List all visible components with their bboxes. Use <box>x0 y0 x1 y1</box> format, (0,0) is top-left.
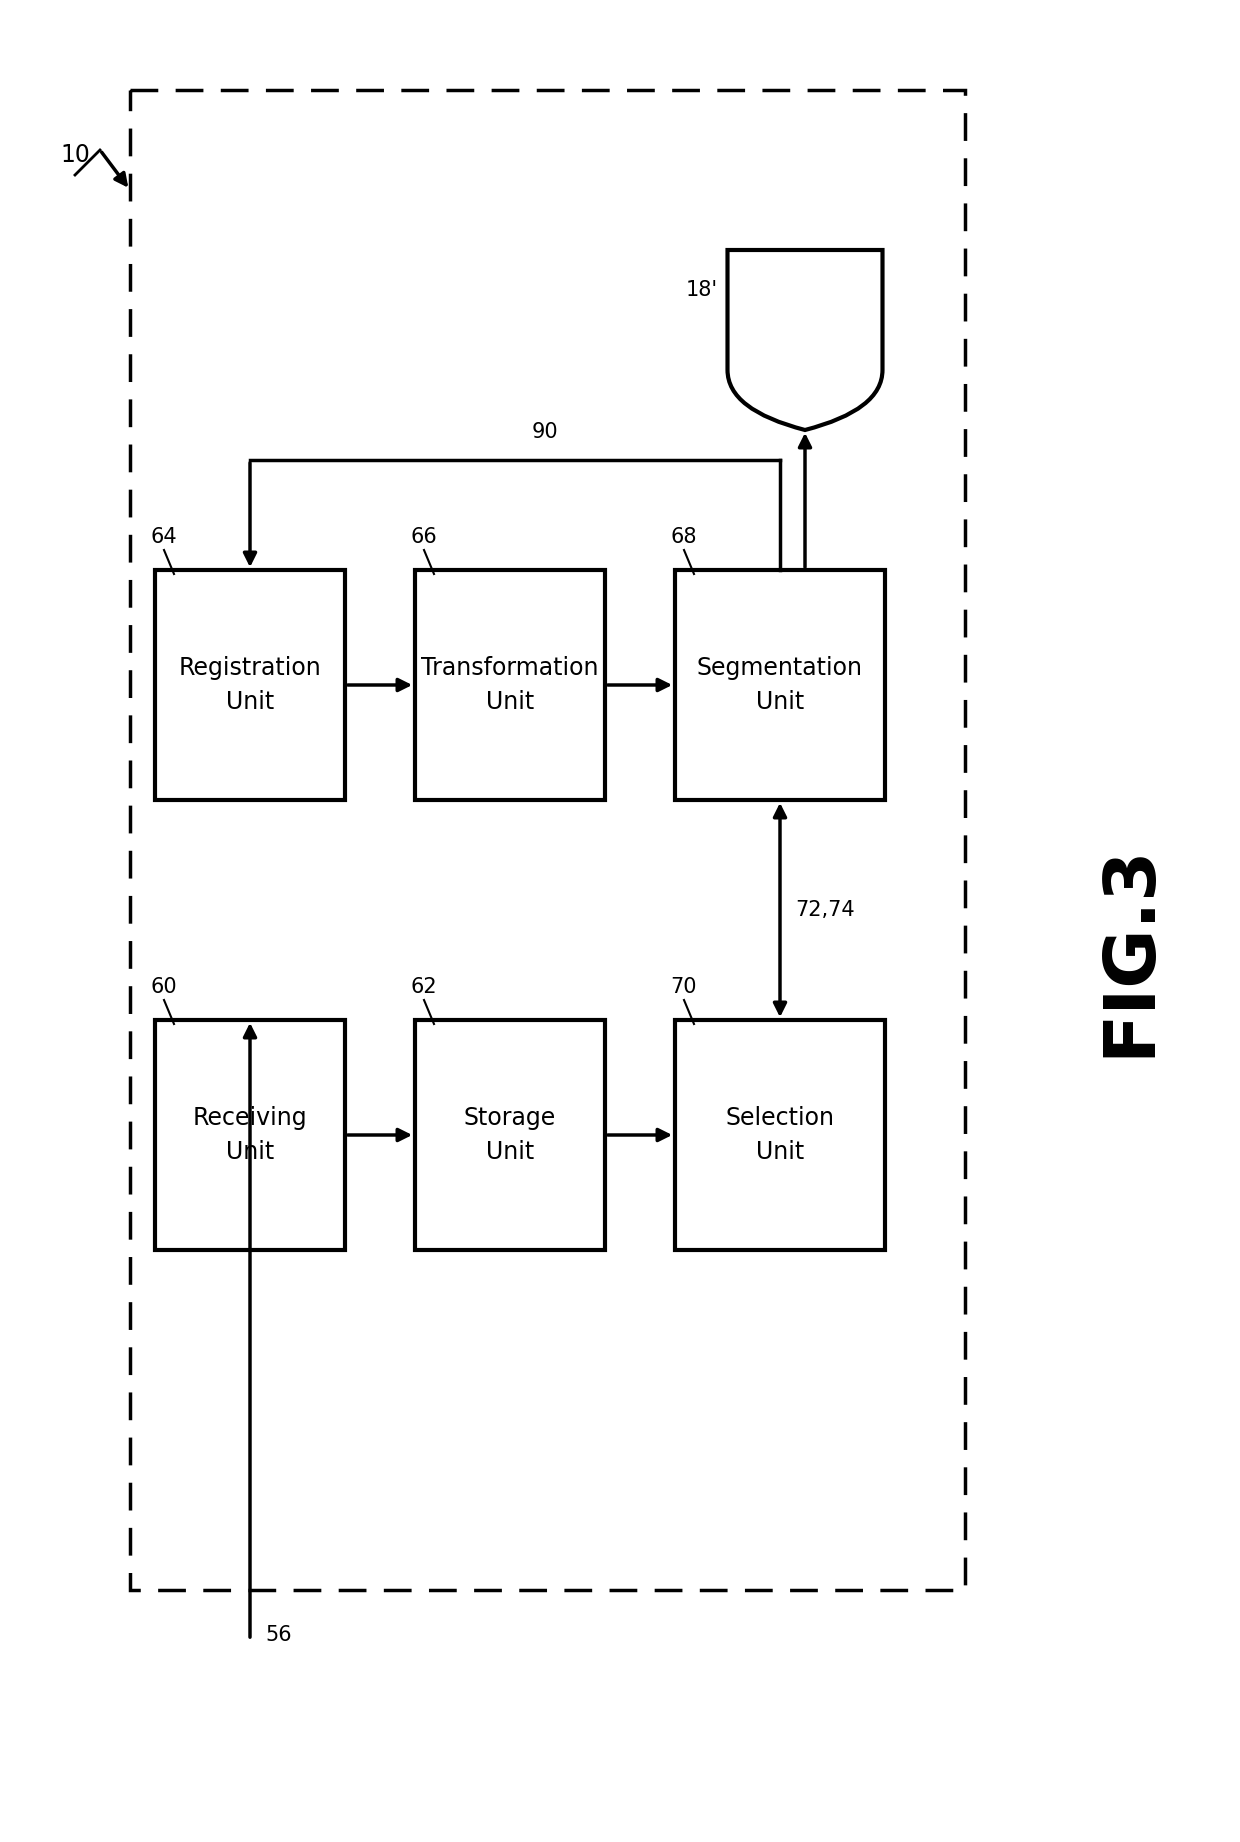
Text: Receiving
Unit: Receiving Unit <box>192 1107 308 1164</box>
Text: Selection
Unit: Selection Unit <box>725 1107 835 1164</box>
PathPatch shape <box>728 251 883 429</box>
Bar <box>415 1020 605 1251</box>
Text: 60: 60 <box>150 976 176 997</box>
Bar <box>155 1020 345 1251</box>
Text: 64: 64 <box>150 527 176 547</box>
Text: 70: 70 <box>670 976 697 997</box>
Bar <box>675 569 885 799</box>
Text: 10: 10 <box>60 144 89 168</box>
Text: 56: 56 <box>265 1625 291 1645</box>
Text: 18': 18' <box>686 280 718 300</box>
Text: Transformation
Unit: Transformation Unit <box>422 656 599 713</box>
Text: 68: 68 <box>670 527 697 547</box>
Text: FIG.3: FIG.3 <box>1095 844 1164 1057</box>
Bar <box>675 1020 885 1251</box>
Text: 62: 62 <box>410 976 436 997</box>
Text: Segmentation
Unit: Segmentation Unit <box>697 656 863 713</box>
Text: 72,74: 72,74 <box>795 901 854 919</box>
Bar <box>415 569 605 799</box>
Bar <box>130 90 965 1590</box>
Text: Storage
Unit: Storage Unit <box>464 1107 556 1164</box>
Bar <box>155 569 345 799</box>
Text: Registration
Unit: Registration Unit <box>179 656 321 713</box>
Text: 66: 66 <box>410 527 436 547</box>
Text: 90: 90 <box>532 422 558 442</box>
